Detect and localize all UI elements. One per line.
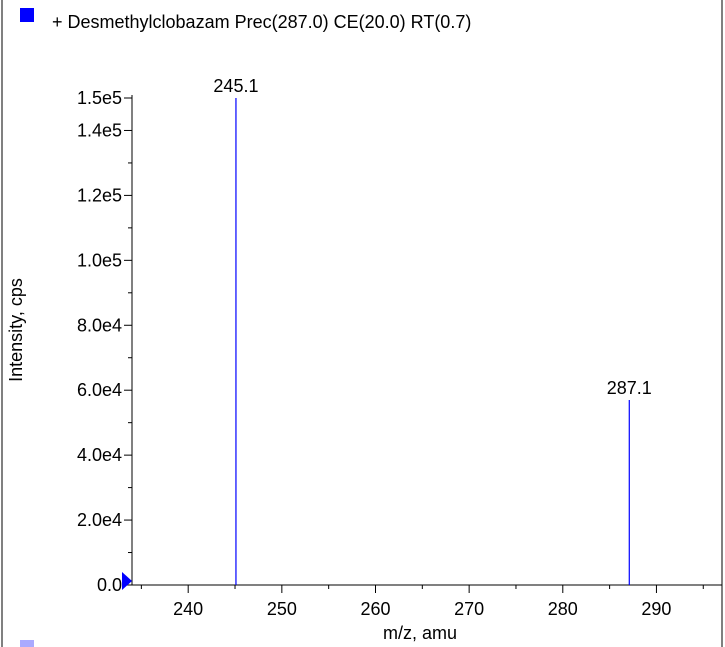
x-axis-label: m/z, amu — [383, 623, 457, 643]
y-tick-label: 1.2e5 — [77, 185, 122, 205]
legend-series-label: + Desmethylclobazam Prec(287.0) CE(20.0)… — [52, 12, 471, 32]
peak-label: 245.1 — [213, 76, 258, 96]
y-tick-label: 1.4e5 — [77, 120, 122, 140]
y-tick-label: 6.0e4 — [77, 380, 122, 400]
y-tick-label: 8.0e4 — [77, 315, 122, 335]
blue-square-icon — [20, 8, 34, 22]
x-tick-label: 270 — [454, 599, 484, 619]
y-tick-label: 1.5e5 — [77, 88, 122, 108]
spectrum-peaks: 245.1 287.1 — [213, 76, 652, 585]
y-tick-label: 1.0e5 — [77, 250, 122, 270]
y-tick-label: 2.0e4 — [77, 510, 122, 530]
x-tick-label: 290 — [641, 599, 671, 619]
x-tick-label: 280 — [548, 599, 578, 619]
x-tick-label: 240 — [173, 599, 203, 619]
peak-label: 287.1 — [607, 378, 652, 398]
bottom-marker-icon — [20, 640, 34, 647]
y-tick-label: 0.0 — [97, 575, 122, 595]
x-tick-label: 250 — [267, 599, 297, 619]
y-tick-label: 4.0e4 — [77, 445, 122, 465]
baseline-marker-icon — [122, 572, 132, 590]
y-axis-label: Intensity, cps — [6, 278, 26, 382]
y-axis-ticks: 0.0 2.0e4 4.0e4 6.0e4 8.0e4 1.0e5 1.2e5 1.4e5 1.… — [77, 88, 132, 595]
x-axis-ticks: 240 250 260 270 280 290 — [140, 585, 704, 619]
x-tick-label: 260 — [360, 599, 390, 619]
